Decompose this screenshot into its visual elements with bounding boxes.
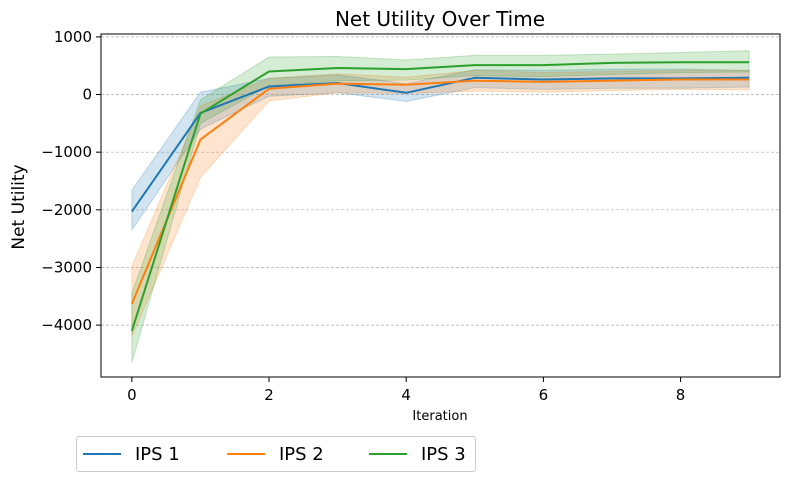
series-line-3 <box>130 61 750 332</box>
y-axis-ticks: 1000 0 −1000 −2000 −3000 −4000 <box>41 28 101 334</box>
x-axis-label: Iteration <box>412 409 467 424</box>
series-line-1 <box>131 76 750 213</box>
confidence-band-series-1 <box>131 68 750 232</box>
y-tick-label: −2000 <box>41 201 92 219</box>
legend: IPS 1 IPS 2 IPS 3 <box>76 436 476 472</box>
chart-title: Net Utility Over Time <box>335 7 545 31</box>
confidence-bands <box>131 50 750 363</box>
legend-item-ips-1: IPS 1 <box>83 443 180 465</box>
legend-label: IPS 3 <box>421 443 466 465</box>
legend-item-ips-2: IPS 2 <box>227 443 324 465</box>
x-tick-label: 2 <box>264 386 274 404</box>
legend-swatch-ips-2 <box>227 453 265 455</box>
legend-item-ips-3: IPS 3 <box>369 443 466 465</box>
axes-frame <box>100 33 781 378</box>
x-tick-label: 8 <box>676 386 686 404</box>
confidence-band-series-3 <box>131 50 750 363</box>
confidence-band-series-2 <box>131 69 750 337</box>
legend-label: IPS 2 <box>279 443 324 465</box>
y-tick-label: 1000 <box>54 28 92 46</box>
x-tick-label: 6 <box>539 386 549 404</box>
y-tick-label: −1000 <box>41 143 92 161</box>
x-tick-label: 4 <box>401 386 411 404</box>
y-tick-label: 0 <box>82 86 92 104</box>
legend-swatch-ips-3 <box>369 453 407 455</box>
x-tick-label: 0 <box>127 386 137 404</box>
legend-swatch-ips-1 <box>83 453 121 455</box>
series-lines <box>130 61 750 332</box>
y-axis-label: Net Utility <box>9 164 29 249</box>
y-tick-label: −4000 <box>41 316 92 334</box>
x-axis-ticks: 0 2 4 6 8 <box>127 377 685 404</box>
series-line-2 <box>130 78 750 305</box>
y-tick-label: −3000 <box>41 258 92 276</box>
grid-lines <box>101 36 780 326</box>
legend-label: IPS 1 <box>135 443 180 465</box>
